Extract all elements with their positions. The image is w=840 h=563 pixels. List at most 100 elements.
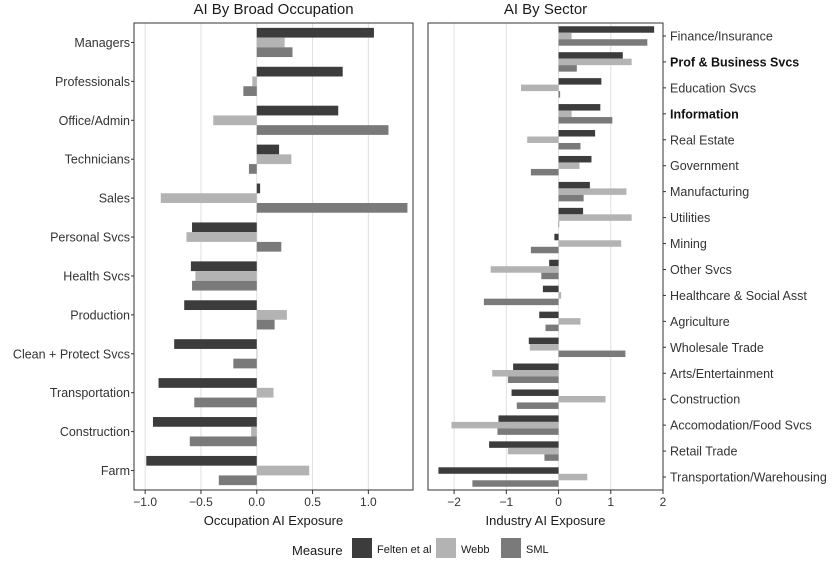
bar-webb-clean-protect-svcs (256, 348, 258, 359)
x-tick-label: −0.5 (189, 495, 213, 509)
bar-sml-technicians (248, 164, 257, 174)
legend-swatch-webb (436, 538, 456, 558)
category-label-transportation: Transportation (50, 386, 130, 400)
bar-webb-prof-business-svcs (558, 58, 632, 66)
bar-webb-office-admin (213, 115, 257, 126)
bar-sml-finance-insurance (558, 39, 648, 46)
category-label-agriculture: Agriculture (670, 315, 730, 329)
bar-webb-government (558, 162, 580, 169)
category-label-professionals: Professionals (55, 75, 130, 89)
bar-felten-et-al-government (558, 155, 592, 163)
bar-felten-et-al-transportation-warehousing (438, 467, 559, 474)
x-tick-label: 1 (607, 495, 614, 509)
category-label-other-svcs: Other Svcs (670, 263, 732, 277)
category-label-farm: Farm (101, 464, 130, 478)
bar-sml-personal-svcs (256, 241, 282, 252)
panel-frame (427, 22, 664, 491)
x-tick-label: 2 (660, 495, 667, 509)
bar-felten-et-al-prof-business-svcs (558, 52, 623, 59)
bar-sml-production (256, 319, 275, 330)
x-tick-label: 1.0 (360, 495, 377, 509)
category-label-education-svcs: Education Svcs (670, 81, 756, 95)
bar-felten-et-al-wholesale-trade (528, 337, 559, 345)
bar-sml-clean-protect-svcs (233, 358, 257, 369)
bar-webb-accomodation-food-svcs (451, 421, 559, 429)
bar-webb-farm (256, 465, 310, 476)
bar-webb-mining (558, 240, 622, 247)
bar-webb-arts-entertainment (492, 370, 559, 377)
bar-felten-et-al-agriculture (539, 311, 559, 319)
bar-sml-construction (189, 436, 257, 447)
category-label-mining: Mining (670, 237, 707, 251)
x-tick-label: −1.0 (133, 495, 157, 509)
legend-label-felten-et-al: Felten et al (377, 544, 431, 556)
panel-title: AI By Broad Occupation (193, 1, 353, 18)
bar-webb-health-svcs (195, 271, 257, 281)
bar-felten-et-al-accomodation-food-svcs (498, 415, 559, 422)
bar-sml-mining (530, 246, 559, 254)
bar-felten-et-al-personal-svcs (192, 222, 257, 233)
bar-webb-education-svcs (520, 84, 559, 92)
x-tick-label: −1 (499, 495, 513, 509)
category-label-utilities: Utilities (670, 211, 710, 225)
bar-sml-transportation-warehousing (472, 480, 559, 487)
bar-sml-government (530, 168, 559, 176)
bar-sml-education-svcs (558, 91, 561, 98)
bar-felten-et-al-technicians (256, 144, 280, 155)
legend-swatch-sml (501, 538, 521, 558)
bar-sml-retail-trade (544, 454, 559, 461)
bar-sml-professionals (243, 86, 257, 96)
x-axis-label: Occupation AI Exposure (204, 513, 343, 528)
category-label-transportation-warehousing: Transportation/Warehousing (670, 471, 827, 485)
legend-label-sml: SML (526, 544, 549, 556)
category-label-government: Government (670, 159, 739, 173)
bar-sml-healthcare-social-asst (483, 298, 559, 306)
bar-webb-sales (160, 193, 257, 203)
bar-webb-managers (256, 37, 285, 48)
bar-felten-et-al-office-admin (256, 105, 339, 116)
bar-webb-information (558, 110, 572, 118)
bar-felten-et-al-production (184, 300, 257, 311)
category-label-production: Production (70, 308, 130, 322)
bar-sml-other-svcs (541, 272, 559, 280)
bar-webb-technicians (256, 154, 292, 165)
bar-webb-manufacturing (558, 188, 627, 195)
bar-webb-retail-trade (507, 447, 559, 455)
bar-webb-production (256, 310, 287, 320)
category-label-healthcare-social-asst: Healthcare & Social Asst (670, 289, 807, 303)
bar-felten-et-al-mining (554, 233, 559, 241)
bar-felten-et-al-professionals (256, 66, 343, 77)
bar-felten-et-al-manufacturing (558, 181, 590, 189)
bar-felten-et-al-construction (152, 417, 257, 427)
bar-sml-accomodation-food-svcs (497, 428, 559, 435)
bar-felten-et-al-other-svcs (549, 259, 559, 267)
bar-felten-et-al-finance-insurance (558, 26, 655, 33)
panel-title: AI By Sector (504, 1, 587, 18)
bar-sml-prof-business-svcs (558, 65, 577, 72)
bar-felten-et-al-health-svcs (190, 261, 257, 272)
bar-webb-personal-svcs (186, 232, 257, 242)
bar-felten-et-al-retail-trade (489, 441, 559, 448)
bar-webb-real-estate (527, 136, 559, 143)
category-label-health-svcs: Health Svcs (63, 269, 130, 283)
bar-sml-information (558, 117, 613, 124)
bar-webb-construction (558, 395, 606, 403)
legend-title: Measure (292, 543, 343, 558)
legend-swatch-felten-et-al (352, 538, 372, 558)
bar-sml-sales (256, 202, 408, 213)
category-label-construction: Construction (60, 425, 130, 439)
x-tick-label: 0.5 (304, 495, 321, 509)
bar-webb-transportation-warehousing (558, 473, 588, 481)
bar-felten-et-al-sales (256, 183, 261, 194)
bar-felten-et-al-transportation (158, 378, 257, 388)
category-label-personal-svcs: Personal Svcs (50, 231, 130, 245)
bar-felten-et-al-farm (146, 455, 257, 466)
category-label-wholesale-trade: Wholesale Trade (670, 341, 764, 355)
category-label-office-admin: Office/Admin (59, 114, 130, 128)
bar-sml-transportation (194, 397, 257, 408)
bar-webb-healthcare-social-asst (558, 292, 562, 299)
bar-felten-et-al-healthcare-social-asst (542, 285, 559, 293)
bar-webb-other-svcs (490, 266, 559, 273)
category-label-information: Information (670, 107, 739, 121)
bar-sml-utilities (558, 220, 560, 228)
